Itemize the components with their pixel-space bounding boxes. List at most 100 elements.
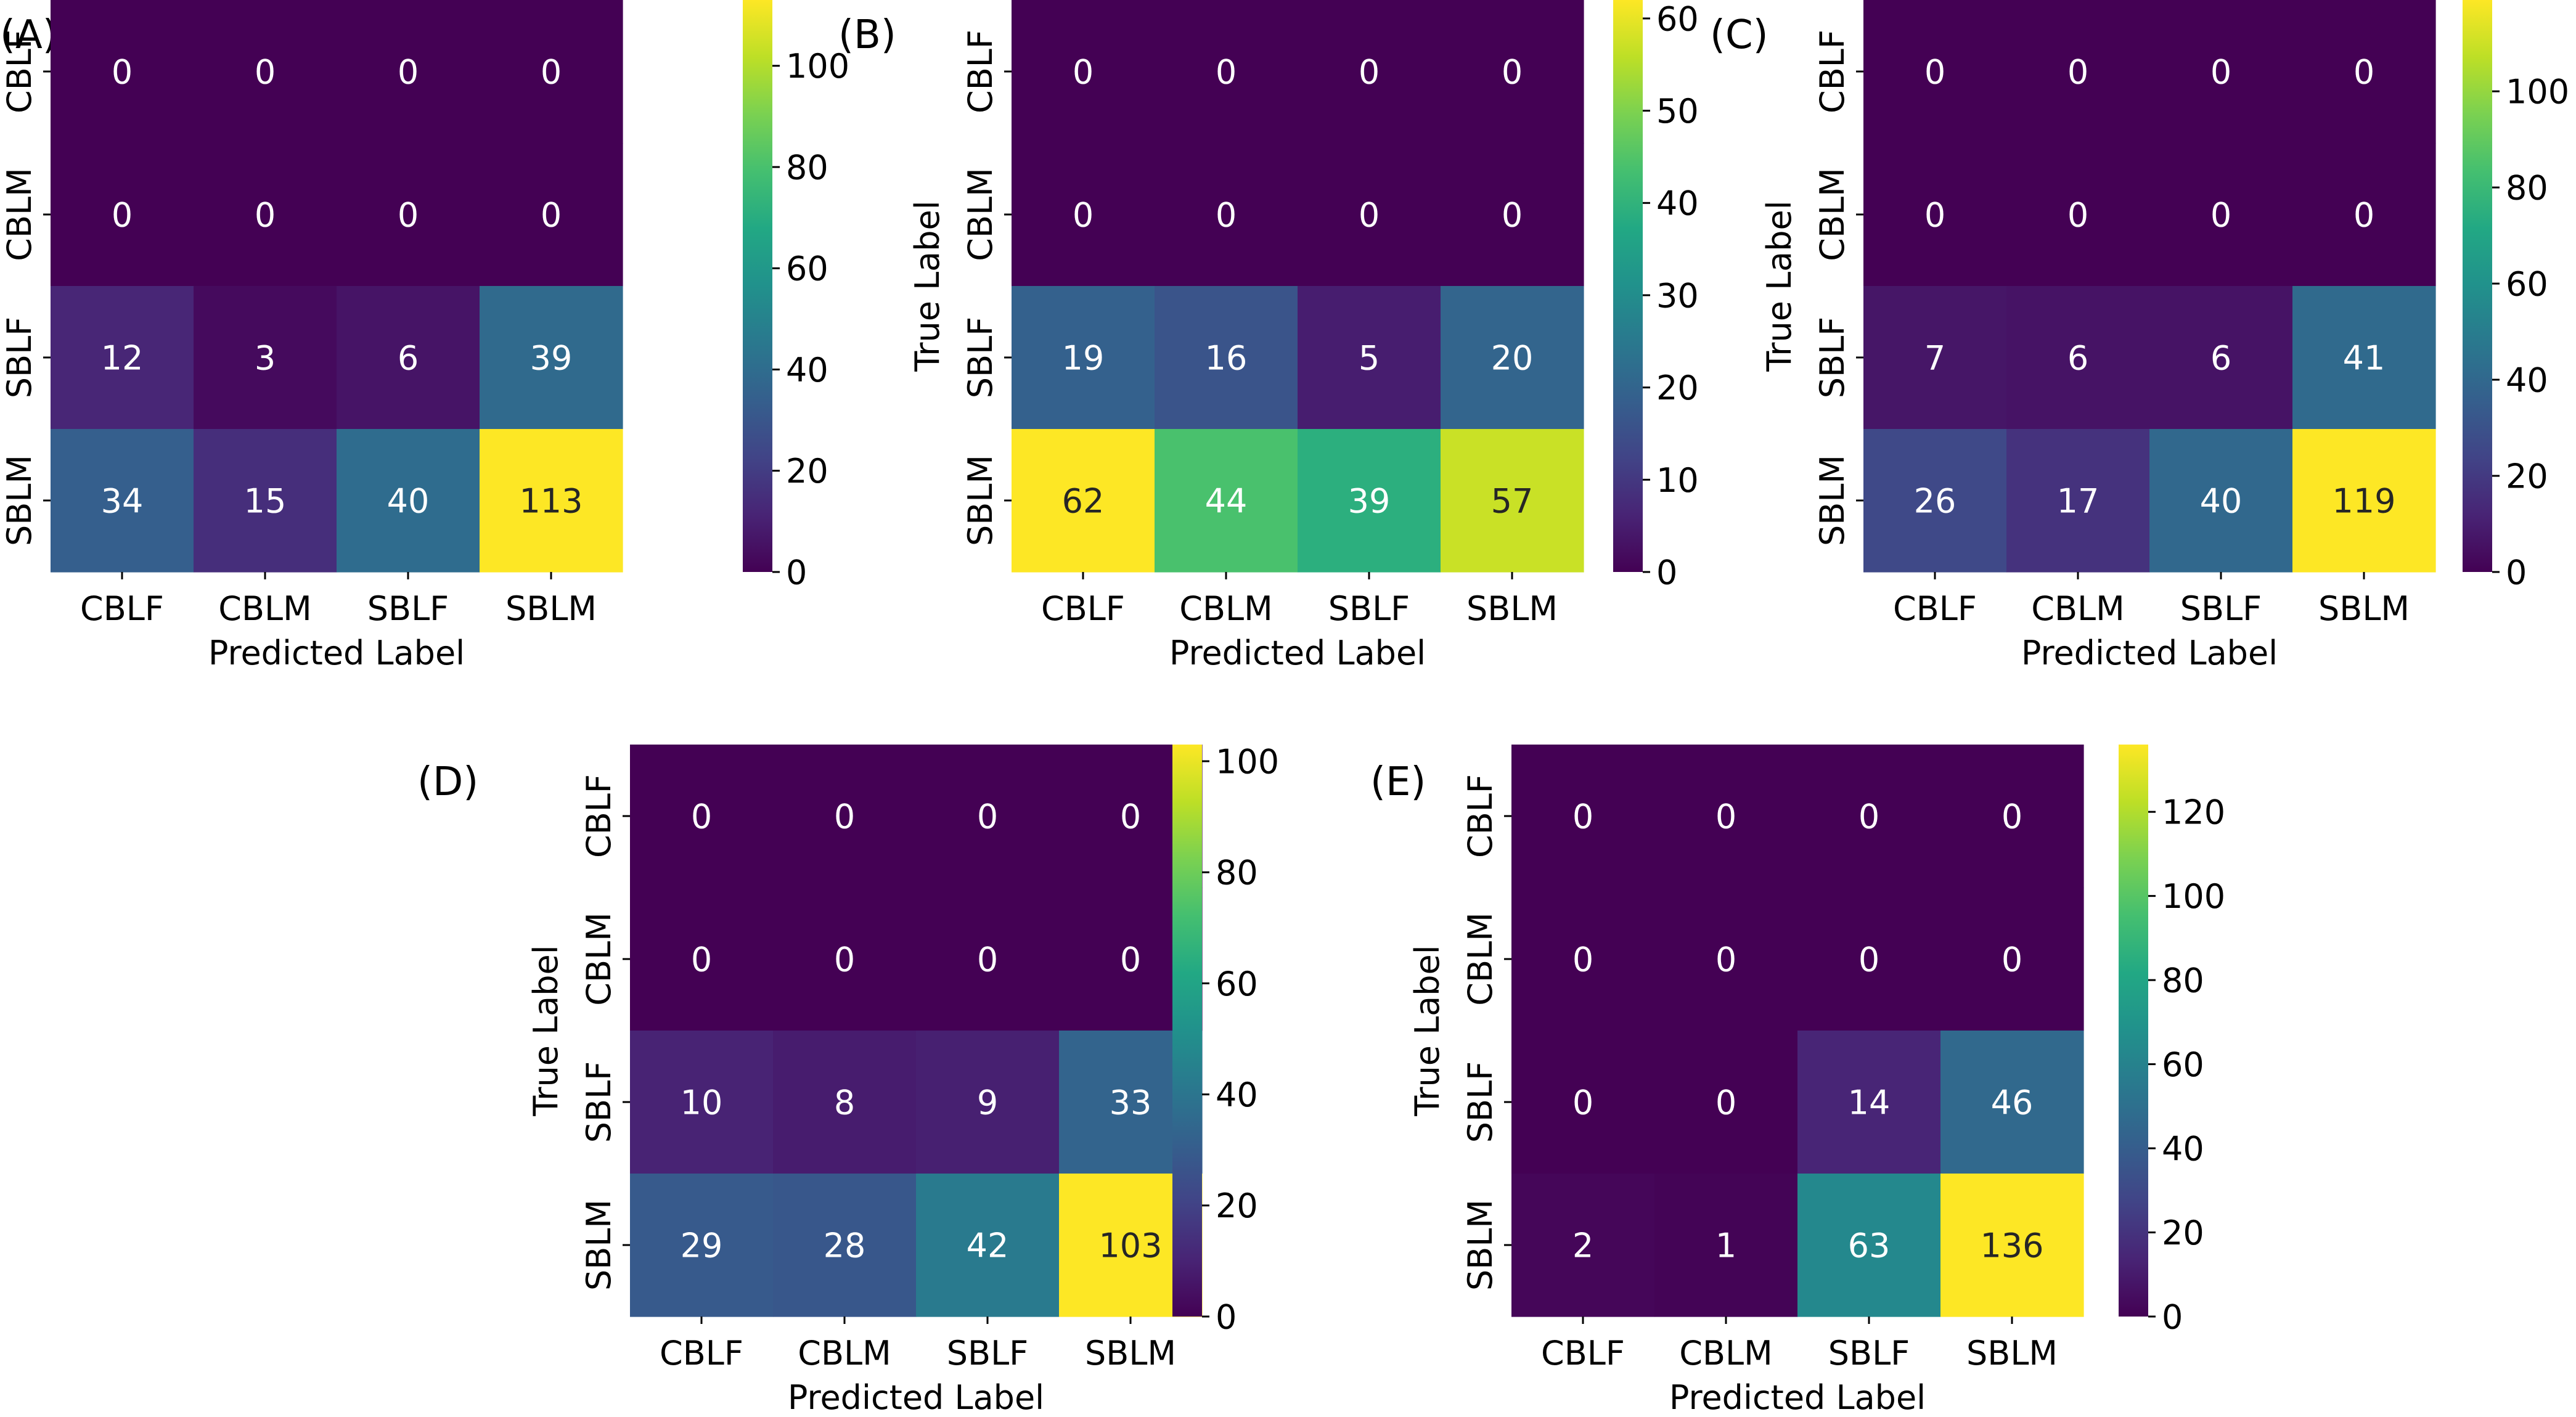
heatmap-cell xyxy=(1441,143,1584,287)
colorbar-tick-label: 60 xyxy=(1216,965,1258,1003)
y-tick-label: CBLF xyxy=(1461,774,1500,858)
y-tick-label: CBLM xyxy=(1461,912,1500,1005)
heatmap-panel-b: (B) 0 0 0 0 0 0 0 0 19 16 5 20 62 44 39 57 CBLF CBLM SBLF SB… xyxy=(838,0,1699,672)
colorbar-tick-label: 80 xyxy=(2162,962,2204,1000)
heatmap-cell xyxy=(1654,1031,1798,1174)
cell-value-label: 28 xyxy=(824,1226,866,1265)
heatmap-cell xyxy=(1797,745,1941,888)
cell-value-label: 46 xyxy=(1991,1083,2034,1122)
y-tick-label: SBLF xyxy=(1461,1061,1500,1143)
heatmap-cell xyxy=(194,0,337,144)
heatmap-cell xyxy=(51,429,194,573)
heatmap-cell xyxy=(2006,286,2150,430)
y-tick-label: SBLF xyxy=(1813,317,1852,398)
x-tick-label: CBLF xyxy=(80,589,164,628)
cell-value-label: 42 xyxy=(967,1226,1009,1265)
colorbar-tick-label: 30 xyxy=(1656,276,1699,315)
heatmap-cell xyxy=(1797,1174,1941,1317)
heatmap-cell xyxy=(2006,143,2150,287)
heatmap-cell xyxy=(630,1031,774,1174)
heatmap-cell xyxy=(1511,745,1655,888)
heatmap-panel-d: (D) 0 0 0 0 0 0 0 0 10 8 9 33 29 28 42 103 CBLF CBLM SBLF SB… xyxy=(417,742,1279,1417)
heatmap-cell xyxy=(1155,429,1298,573)
heatmap-cell xyxy=(773,1174,917,1317)
y-axis-title: True Label xyxy=(1760,200,1799,372)
x-axis-title: Predicted Label xyxy=(2021,634,2278,672)
cell-value-label: 26 xyxy=(1914,481,1957,520)
cell-value-label: 0 xyxy=(1924,195,1945,234)
heatmap-cell xyxy=(630,1174,774,1317)
colorbar-tick-label: 0 xyxy=(1656,553,1677,592)
cell-value-label: 0 xyxy=(1715,940,1736,979)
heatmap-cell xyxy=(1940,888,2084,1031)
heatmap-cell xyxy=(1511,1031,1655,1174)
heatmap-cell xyxy=(1940,1174,2084,1317)
heatmap-cell xyxy=(337,429,480,573)
cell-value-label: 6 xyxy=(2067,338,2088,377)
x-tick-label: CBLM xyxy=(1679,1334,1772,1373)
y-tick-label: SBLF xyxy=(961,317,1000,398)
cell-value-label: 0 xyxy=(255,195,276,234)
heatmap-cell xyxy=(773,888,917,1031)
colorbar-tick-label: 0 xyxy=(2162,1297,2183,1336)
cell-value-label: 0 xyxy=(2353,195,2374,234)
cell-value-label: 0 xyxy=(1359,52,1380,91)
cell-value-label: 136 xyxy=(1980,1226,2043,1265)
heatmap-cell xyxy=(1863,429,2007,573)
heatmap-cell xyxy=(194,429,337,573)
y-tick-label: CBLF xyxy=(579,774,618,858)
heatmap-cell xyxy=(2149,0,2293,144)
colorbar-tick-label: 20 xyxy=(2162,1214,2204,1252)
heatmap-panel-c: (C) 0 0 0 0 0 0 0 0 7 6 6 41 26 17 40 119 CBLF CBLM SBLF SBL… xyxy=(1710,0,2569,672)
cell-value-label: 0 xyxy=(541,52,562,91)
heatmap-cell xyxy=(2149,286,2293,430)
colorbar-tick-label: 100 xyxy=(2506,73,2569,112)
x-tick-label: SBLM xyxy=(1085,1334,1176,1373)
heatmap-cell xyxy=(1654,745,1798,888)
cell-value-label: 0 xyxy=(1715,1083,1736,1122)
heatmap-cell xyxy=(630,888,774,1031)
heatmap-cell xyxy=(1298,286,1441,430)
colorbar-tick-label: 20 xyxy=(1656,369,1699,407)
cell-value-label: 14 xyxy=(1848,1083,1891,1122)
cell-value-label: 119 xyxy=(2332,481,2395,520)
cell-value-label: 29 xyxy=(681,1226,723,1265)
cell-value-label: 0 xyxy=(2002,940,2022,979)
cell-value-label: 0 xyxy=(2210,195,2231,234)
heatmap-cell xyxy=(1298,143,1441,287)
heatmap-cell xyxy=(51,286,194,430)
x-tick-label: CBLM xyxy=(2031,589,2124,628)
heatmap-cell xyxy=(1511,888,1655,1031)
cell-value-label: 0 xyxy=(834,797,855,836)
x-tick-label: SBLF xyxy=(1328,589,1410,628)
x-tick-label: SBLF xyxy=(2180,589,2262,628)
heatmap-cell xyxy=(337,0,480,144)
heatmap-cell xyxy=(916,888,1060,1031)
cell-value-label: 6 xyxy=(398,338,419,377)
cell-value-label: 8 xyxy=(834,1083,855,1122)
cell-value-label: 0 xyxy=(834,940,855,979)
colorbar-tick-label: 0 xyxy=(2506,553,2527,592)
colorbar-gradient xyxy=(2119,745,2148,1317)
cell-value-label: 0 xyxy=(1572,940,1593,979)
cell-value-label: 39 xyxy=(530,338,573,377)
colorbar-tick-label: 80 xyxy=(1216,854,1258,892)
cell-value-label: 2 xyxy=(1572,1226,1593,1265)
heatmap-cell xyxy=(630,745,774,888)
heatmap-cell xyxy=(480,429,623,573)
heatmap-cell xyxy=(1797,1031,1941,1174)
heatmap-cell xyxy=(773,745,917,888)
heatmap-cell xyxy=(1012,143,1155,287)
colorbar-tick-label: 0 xyxy=(1216,1297,1237,1336)
cell-value-label: 0 xyxy=(1572,1083,1593,1122)
x-tick-label: SBLF xyxy=(947,1334,1028,1373)
y-tick-label: SBLM xyxy=(1813,455,1852,546)
colorbar-tick-label: 100 xyxy=(1216,742,1279,781)
heatmap-cell xyxy=(773,1031,917,1174)
cell-value-label: 0 xyxy=(112,52,133,91)
y-tick-label: CBLM xyxy=(1813,168,1852,261)
colorbar-tick-label: 60 xyxy=(2162,1045,2204,1084)
cell-value-label: 0 xyxy=(1073,195,1094,234)
y-tick-label: CBLF xyxy=(0,30,39,113)
